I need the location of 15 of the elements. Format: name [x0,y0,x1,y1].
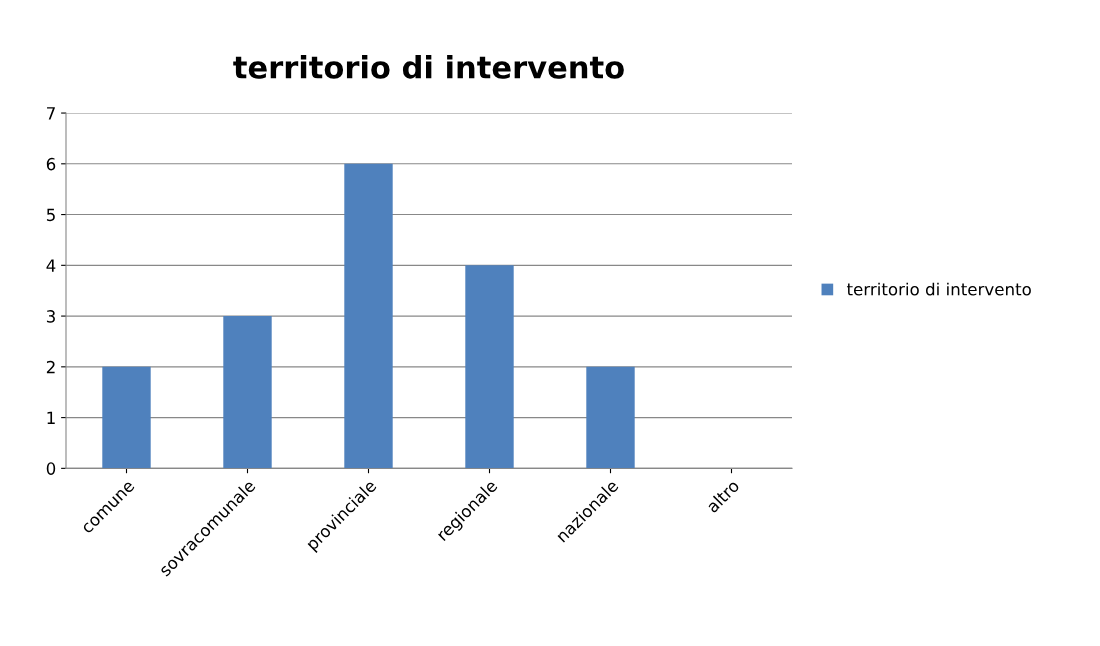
legend-label: territorio di intervento [846,282,1031,296]
y-tick-label: 0 [46,462,56,475]
y-tick-label: 3 [46,310,55,323]
bar [344,163,393,469]
y-tick-label: 5 [46,208,55,222]
bar [223,316,272,469]
y-tick-label: 1 [47,411,55,424]
y-tick-label: 4 [46,259,56,272]
y-tick-label: 7 [47,107,55,120]
y-tick-label: 2 [46,360,55,374]
y-tick-label: 6 [46,157,56,171]
bar [465,265,514,469]
bar [102,366,151,469]
bar [586,366,635,469]
chart-title: territorio di intervento [233,55,624,79]
